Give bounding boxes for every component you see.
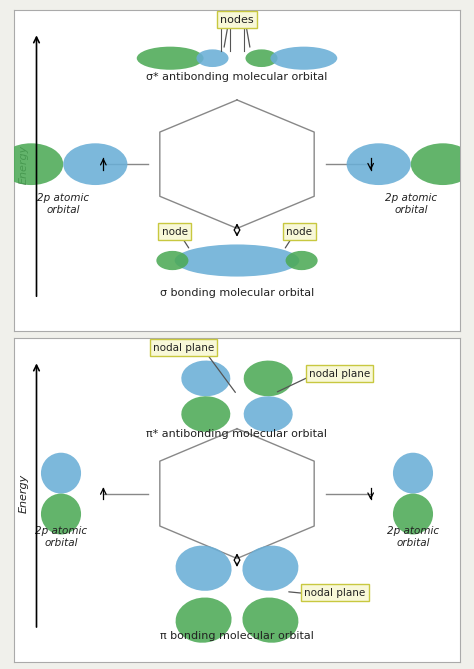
Ellipse shape [182, 396, 230, 432]
Text: Energy: Energy [19, 145, 29, 184]
Text: Energy: Energy [19, 474, 29, 513]
Ellipse shape [41, 453, 81, 494]
Text: node: node [162, 227, 188, 237]
Ellipse shape [182, 361, 230, 396]
Text: nodal plane: nodal plane [153, 343, 214, 353]
Ellipse shape [246, 50, 278, 67]
Ellipse shape [175, 546, 232, 591]
Ellipse shape [174, 244, 300, 276]
Text: nodal plane: nodal plane [304, 587, 365, 597]
Ellipse shape [137, 47, 203, 70]
Ellipse shape [242, 546, 299, 591]
Ellipse shape [346, 143, 411, 185]
Text: 2p atomic
orbital: 2p atomic orbital [35, 526, 87, 548]
Text: σ* antibonding molecular orbital: σ* antibonding molecular orbital [146, 72, 328, 82]
Ellipse shape [270, 47, 337, 70]
Ellipse shape [196, 50, 228, 67]
Ellipse shape [63, 143, 128, 185]
Text: nodal plane: nodal plane [309, 369, 370, 379]
Ellipse shape [244, 396, 292, 432]
Text: 2p atomic
orbital: 2p atomic orbital [37, 193, 89, 215]
Text: 2p atomic
orbital: 2p atomic orbital [387, 526, 439, 548]
Text: nodes: nodes [220, 15, 254, 25]
Text: node: node [286, 227, 312, 237]
Ellipse shape [175, 597, 232, 643]
Ellipse shape [0, 143, 63, 185]
Ellipse shape [41, 494, 81, 535]
Text: 2p atomic
orbital: 2p atomic orbital [385, 193, 437, 215]
Ellipse shape [285, 251, 318, 270]
Text: π bonding molecular orbital: π bonding molecular orbital [160, 632, 314, 642]
Ellipse shape [393, 453, 433, 494]
Ellipse shape [411, 143, 474, 185]
Ellipse shape [156, 251, 189, 270]
Text: σ bonding molecular orbital: σ bonding molecular orbital [160, 288, 314, 298]
Ellipse shape [393, 494, 433, 535]
Ellipse shape [242, 597, 299, 643]
Text: π* antibonding molecular orbital: π* antibonding molecular orbital [146, 429, 328, 439]
Ellipse shape [244, 361, 292, 396]
